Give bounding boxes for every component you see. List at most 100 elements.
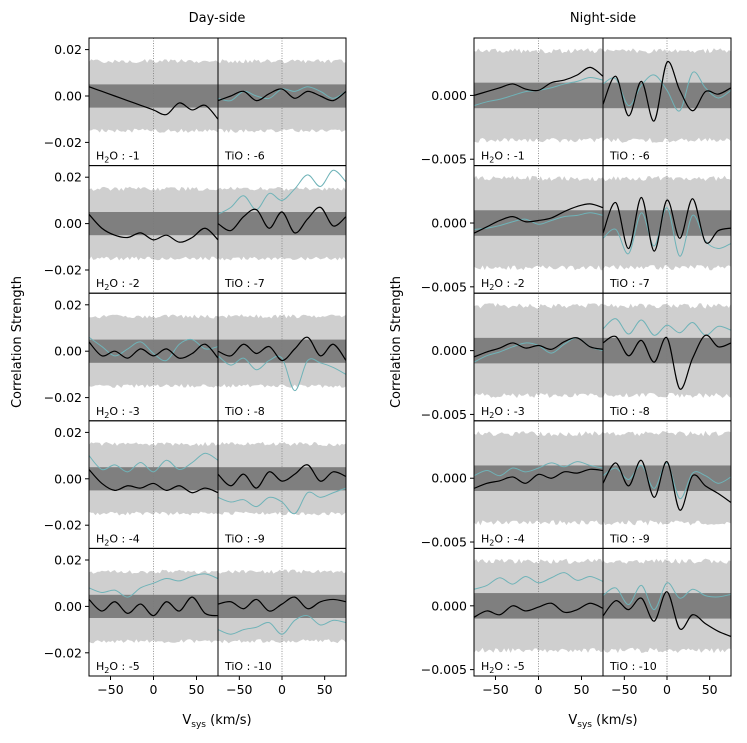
- day-r4-tio-teal-line: [218, 487, 346, 515]
- xlabel-right: Vsys (km/s): [568, 713, 637, 730]
- night-r1-tio-plot: [603, 38, 731, 166]
- night-r2-h2o-plot: [474, 165, 603, 294]
- day-r4-h2o-ytick-label-2: −0.02: [44, 518, 82, 533]
- day-r5-tio-label: TiO : -10: [224, 660, 272, 673]
- night-r5-tio-label: TiO : -10: [609, 660, 657, 673]
- day-r5-h2o-label-value: O : -5: [109, 660, 139, 673]
- night-r2-h2o-ytick-label-1: −0.005: [421, 279, 467, 294]
- night-r5-h2o-label: H2O : -5: [481, 660, 525, 675]
- xlabel-right-v: V: [568, 713, 577, 728]
- night-r4-h2o-plot: [474, 420, 603, 549]
- night-r2-h2o-label-value: O : -2: [494, 277, 524, 290]
- day-r4-h2o-label-value: O : -4: [109, 532, 139, 545]
- day-r4-tio-label: TiO : -9: [224, 532, 265, 545]
- day-r5-h2o-ytick-label-2: −0.02: [44, 645, 82, 660]
- day-r4-h2o-black-line: [89, 469, 218, 494]
- night-r1-h2o-label: H2O : -1: [481, 150, 525, 165]
- night-r1-h2o-ytick-label-0: 0.000: [431, 88, 467, 103]
- title-night-side: Night-side: [570, 11, 636, 26]
- day-r2-h2o-label: H2O : -2: [96, 277, 140, 292]
- day-r1-tio-plot: [218, 38, 346, 166]
- night-r3-h2o-label-value: O : -3: [494, 405, 524, 418]
- day-r3-h2o-label-value: O : -3: [109, 405, 139, 418]
- night-r1-h2o-black-line: [474, 66, 603, 96]
- night-r5-h2o-plot: [474, 548, 603, 676]
- night-r1-h2o-label-2: 2: [489, 156, 494, 165]
- night-r3-tio-label: TiO : -8: [609, 405, 650, 418]
- night-r3-h2o-plot: [474, 293, 603, 421]
- xlabel-right-unit: (km/s): [592, 713, 638, 728]
- day-r5-h2o-plot: [89, 548, 218, 676]
- night-r4-h2o-ytick-label-1: −0.005: [421, 535, 467, 550]
- day-r3-tio-plot: [218, 293, 346, 421]
- night-tio-xtick-label-0: −50: [611, 682, 637, 697]
- night-r2-tio-black-line: [603, 196, 731, 252]
- ylabel-right: Correlation Strength: [389, 276, 404, 408]
- day-r2-tio-plot: [218, 165, 346, 294]
- night-r3-h2o-label-2: 2: [489, 411, 494, 420]
- night-r5-tio-teal-line: [603, 582, 731, 611]
- day-r2-h2o-ytick-label-1: 0.00: [54, 216, 82, 231]
- day-r3-h2o-label-2: 2: [104, 411, 109, 420]
- day-r1-h2o-black-line: [89, 86, 218, 120]
- night-r5-tio-black-line: [603, 591, 731, 637]
- day-r2-h2o-ytick-label-0: 0.02: [54, 170, 82, 185]
- night-tio-xtick-label-2: 50: [702, 682, 718, 697]
- night-r4-tio-plot: [603, 420, 731, 549]
- night-r4-h2o-black-line: [474, 468, 603, 489]
- night-r2-tio-label: TiO : -7: [609, 277, 650, 290]
- night-r5-h2o-label-h: H: [481, 660, 489, 673]
- night-r1-h2o-label-value: O : -1: [494, 150, 524, 163]
- day-h2o-xtick-label-0: −50: [97, 682, 123, 697]
- xlabel-right-sub: sys: [577, 720, 592, 730]
- title-day-side: Day-side: [189, 11, 246, 26]
- night-r2-h2o-label: H2O : -2: [481, 277, 525, 292]
- day-r3-h2o-ytick-label-1: 0.00: [54, 344, 82, 359]
- night-r3-h2o-ytick-label-0: 0.000: [431, 343, 467, 358]
- xlabel-left-sub: sys: [191, 720, 206, 730]
- night-r2-h2o-label-2: 2: [489, 283, 494, 292]
- day-r3-tio-teal-line: [218, 355, 346, 392]
- day-r3-tio-label: TiO : -8: [224, 405, 265, 418]
- day-r1-tio-black-line: [218, 88, 346, 102]
- day-r5-tio-black-line: [218, 596, 346, 612]
- night-r4-h2o-label-h: H: [481, 532, 489, 545]
- night-r4-tio-label: TiO : -9: [609, 532, 650, 545]
- day-r3-h2o-ytick-label-2: −0.02: [44, 390, 82, 405]
- night-r3-tio-black-line: [603, 334, 731, 390]
- day-tio-xtick-label-2: 50: [317, 682, 333, 697]
- night-tio-xtick-label-1: 0: [663, 682, 671, 697]
- day-r2-h2o-label-value: O : -2: [109, 277, 139, 290]
- day-r5-h2o-black-line: [89, 596, 218, 617]
- night-r5-h2o-teal-line: [474, 572, 603, 590]
- day-r4-h2o-label: H2O : -4: [96, 532, 140, 547]
- night-r3-h2o-black-line: [474, 337, 603, 358]
- night-r5-h2o-black-line: [474, 602, 603, 618]
- day-r4-tio-plot: [218, 420, 346, 549]
- day-r2-h2o-plot: [89, 165, 218, 294]
- night-r2-tio-plot: [603, 165, 731, 294]
- day-r1-h2o-label-2: 2: [104, 156, 109, 165]
- day-r5-tio-plot: [218, 548, 346, 676]
- day-r1-h2o-ytick-label-1: 0.00: [54, 89, 82, 104]
- xlabel-left-v: V: [182, 713, 191, 728]
- night-r2-tio-teal-line: [603, 207, 731, 257]
- day-r3-h2o-black-line: [89, 341, 218, 359]
- day-r5-h2o-label-h: H: [96, 660, 104, 673]
- day-r5-h2o-teal-line: [89, 573, 218, 598]
- day-r1-h2o-ytick-label-0: 0.02: [54, 42, 82, 57]
- day-r3-h2o-plot: [89, 293, 218, 421]
- day-r2-tio-teal-line: [218, 169, 346, 215]
- day-r4-h2o-teal-line: [89, 452, 218, 473]
- night-r3-h2o-label-h: H: [481, 405, 489, 418]
- night-r4-h2o-teal-line: [474, 461, 603, 477]
- day-r2-h2o-ytick-label-2: −0.02: [44, 263, 82, 278]
- day-tio-xtick-label-0: −50: [226, 682, 252, 697]
- night-r2-h2o-label-h: H: [481, 277, 489, 290]
- day-h2o-xtick-label-1: 0: [150, 682, 158, 697]
- day-r1-h2o-ytick-label-2: −0.02: [44, 135, 82, 150]
- day-r5-h2o-ytick-label-1: 0.00: [54, 599, 82, 614]
- day-r4-h2o-ytick-label-1: 0.00: [54, 471, 82, 486]
- night-r4-h2o-label: H2O : -4: [481, 532, 525, 547]
